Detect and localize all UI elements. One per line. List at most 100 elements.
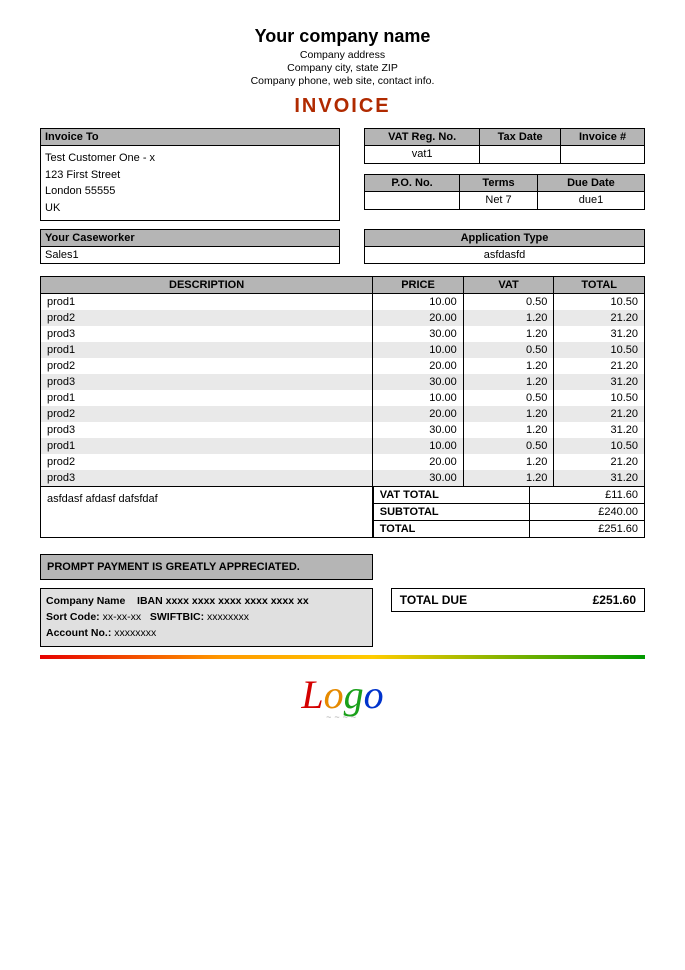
cell-price: 30.00 — [373, 326, 464, 342]
cell-desc: prod3 — [41, 470, 373, 487]
col-vat: VAT — [463, 277, 554, 294]
items-table: DESCRIPTION PRICE VAT TOTAL prod110.000.… — [40, 276, 645, 487]
company-contact: Company phone, web site, contact info. — [40, 75, 645, 87]
bank-iban: IBAN xxxx xxxx xxxx xxxx xxxx xx — [137, 595, 309, 607]
vat-total-value: £11.60 — [530, 487, 645, 504]
apptype-label: Application Type — [365, 230, 645, 247]
total-label: TOTAL — [373, 521, 530, 538]
due-label: Due Date — [537, 175, 644, 192]
cell-price: 30.00 — [373, 470, 464, 487]
cell-vat: 1.20 — [463, 470, 554, 487]
table-row: prod220.001.2021.20 — [41, 358, 645, 374]
table-row: prod220.001.2021.20 — [41, 406, 645, 422]
cell-total: 10.50 — [554, 342, 645, 358]
cell-desc: prod2 — [41, 454, 373, 470]
table-row: prod330.001.2031.20 — [41, 374, 645, 390]
caseworker-table: Your Caseworker Sales1 — [40, 229, 340, 264]
cell-vat: 1.20 — [463, 422, 554, 438]
caseworker-value: Sales1 — [41, 247, 340, 264]
cell-vat: 0.50 — [463, 438, 554, 454]
cell-desc: prod2 — [41, 310, 373, 326]
cell-total: 21.20 — [554, 358, 645, 374]
bank-acct-value: xxxxxxxx — [114, 627, 156, 639]
meta-table-2: P.O. No. Terms Due Date Net 7 due1 — [364, 174, 645, 210]
company-city: Company city, state ZIP — [40, 62, 645, 74]
total-due-label: TOTAL DUE — [400, 593, 467, 607]
table-row: prod110.000.5010.50 — [41, 390, 645, 406]
table-row: prod110.000.5010.50 — [41, 342, 645, 358]
customer-street: 123 First Street — [45, 169, 120, 181]
apptype-table: Application Type asfdasfd — [364, 229, 645, 264]
cell-price: 20.00 — [373, 406, 464, 422]
cell-vat: 0.50 — [463, 342, 554, 358]
company-name: Your company name — [40, 26, 645, 47]
caseworker-label: Your Caseworker — [41, 230, 340, 247]
customer-name: Test Customer One - x — [45, 152, 155, 164]
cell-vat: 1.20 — [463, 358, 554, 374]
notes: asfdasf afdasf dafsfdaf — [40, 487, 373, 538]
cell-desc: prod3 — [41, 326, 373, 342]
cell-total: 31.20 — [554, 374, 645, 390]
cell-price: 20.00 — [373, 358, 464, 374]
logo-shadow: ~~~~ — [40, 712, 645, 722]
terms-value: Net 7 — [460, 192, 538, 210]
cell-desc: prod1 — [41, 390, 373, 406]
vat-reg-value: vat1 — [365, 146, 480, 164]
col-description: DESCRIPTION — [41, 277, 373, 294]
color-bar — [40, 655, 645, 659]
invoice-to-table: Invoice To Test Customer One - x 123 Fir… — [40, 128, 340, 221]
cell-total: 10.50 — [554, 438, 645, 454]
meta-table-1: VAT Reg. No. Tax Date Invoice # vat1 — [364, 128, 645, 164]
cell-total: 21.20 — [554, 454, 645, 470]
bank-box: Company Name IBAN xxxx xxxx xxxx xxxx xx… — [40, 588, 373, 647]
tax-date-value — [480, 146, 561, 164]
po-value — [365, 192, 460, 210]
total-due: TOTAL DUE £251.60 — [391, 588, 645, 612]
table-row: prod330.001.2031.20 — [41, 326, 645, 342]
cell-total: 31.20 — [554, 470, 645, 487]
cell-vat: 1.20 — [463, 310, 554, 326]
cell-price: 30.00 — [373, 422, 464, 438]
cell-vat: 1.20 — [463, 406, 554, 422]
invoice-no-value — [561, 146, 645, 164]
logo-g: g — [344, 672, 364, 717]
col-price: PRICE — [373, 277, 464, 294]
terms-label: Terms — [460, 175, 538, 192]
po-label: P.O. No. — [365, 175, 460, 192]
customer-city: London 55555 — [45, 185, 115, 197]
cell-desc: prod1 — [41, 342, 373, 358]
invoice-title: INVOICE — [40, 95, 645, 118]
logo: Logo ~~~~ — [40, 671, 645, 722]
invoice-page: Your company name Company address Compan… — [0, 0, 685, 970]
cell-vat: 1.20 — [463, 326, 554, 342]
table-row: prod220.001.2021.20 — [41, 454, 645, 470]
invoice-to-label: Invoice To — [41, 129, 340, 146]
due-value: due1 — [537, 192, 644, 210]
vat-reg-label: VAT Reg. No. — [365, 129, 480, 146]
cell-total: 10.50 — [554, 294, 645, 311]
bank-acct-label: Account No.: — [46, 627, 111, 639]
cell-price: 20.00 — [373, 454, 464, 470]
cell-total: 31.20 — [554, 422, 645, 438]
cell-vat: 1.20 — [463, 374, 554, 390]
vat-total-label: VAT TOTAL — [373, 487, 530, 504]
cell-vat: 1.20 — [463, 454, 554, 470]
cell-vat: 0.50 — [463, 294, 554, 311]
header: Your company name Company address Compan… — [40, 26, 645, 118]
bank-swift-value: xxxxxxxx — [207, 611, 249, 623]
cell-desc: prod1 — [41, 438, 373, 454]
cell-price: 10.00 — [373, 294, 464, 311]
tax-date-label: Tax Date — [480, 129, 561, 146]
invoice-to-body: Test Customer One - x 123 First Street L… — [41, 146, 340, 221]
apptype-value: asfdasfd — [365, 247, 645, 264]
table-row: prod330.001.2031.20 — [41, 470, 645, 487]
cell-desc: prod2 — [41, 358, 373, 374]
invoice-no-label: Invoice # — [561, 129, 645, 146]
cell-desc: prod3 — [41, 374, 373, 390]
cell-desc: prod3 — [41, 422, 373, 438]
total-value: £251.60 — [530, 521, 645, 538]
prompt-bar: PROMPT PAYMENT IS GREATLY APPRECIATED. — [40, 554, 373, 580]
bank-sort-value: xx-xx-xx — [103, 611, 142, 623]
customer-country: UK — [45, 202, 60, 214]
cell-total: 31.20 — [554, 326, 645, 342]
